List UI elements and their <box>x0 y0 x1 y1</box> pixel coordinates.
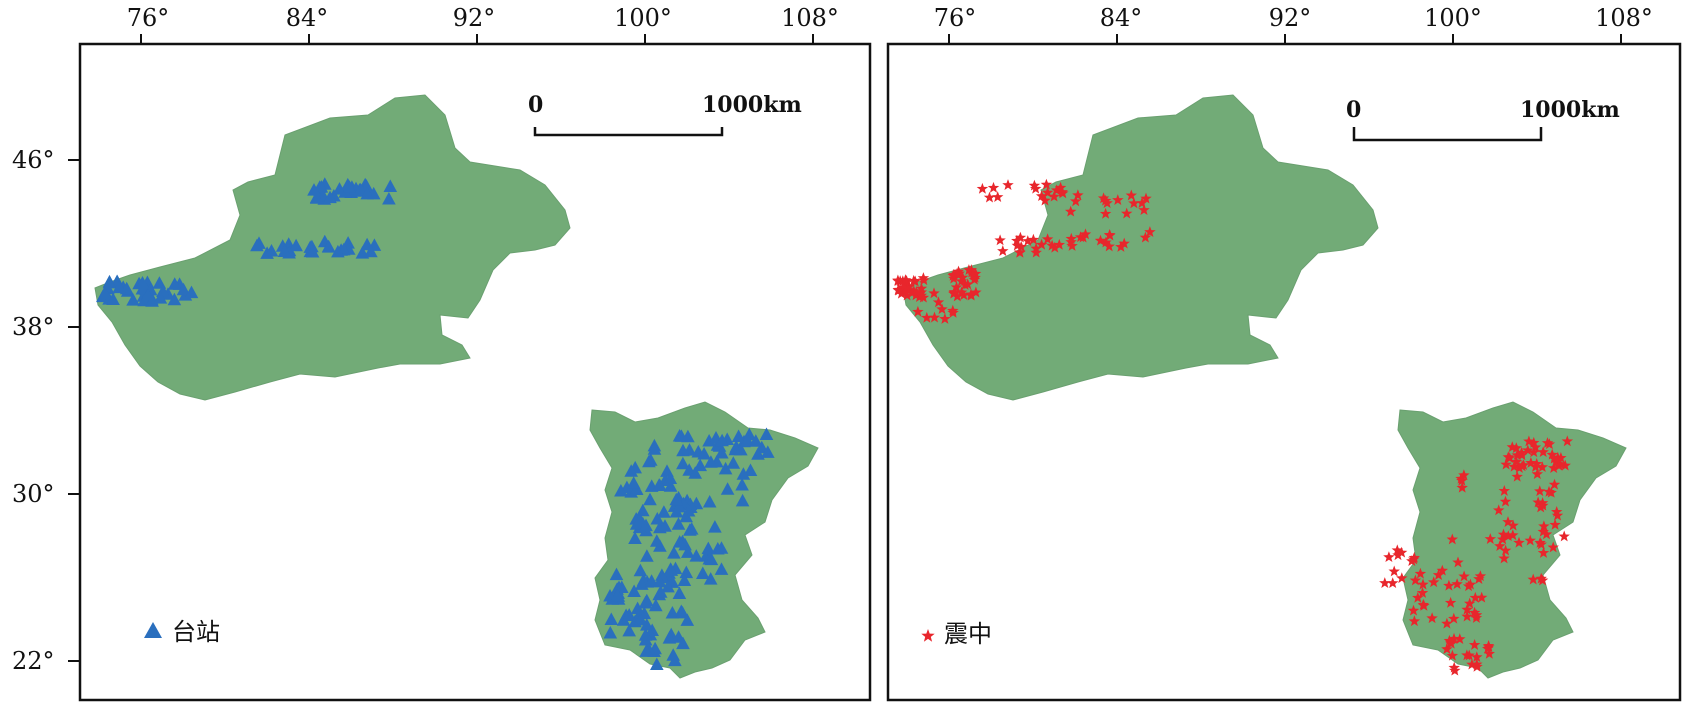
star-icon <box>921 629 935 642</box>
lat-tick-38: 38° <box>12 313 55 341</box>
legend-label-stations: 台站 <box>172 618 220 646</box>
longitude-tick-labels: 76° 84° 92° 100° 108° 76° 84° 92° 100° 1… <box>127 4 1653 32</box>
lon-tick-right-84: 84° <box>1100 4 1143 32</box>
lon-tick-right-108: 108° <box>1595 4 1653 32</box>
panel-frame-right <box>886 42 1682 702</box>
lon-tick-right-76: 76° <box>934 4 977 32</box>
epicenter-marker <box>1002 179 1014 190</box>
lon-tick-left-100: 100° <box>614 4 672 32</box>
epicenter-marker <box>976 182 989 194</box>
scale-end-label-left: 1000km <box>702 92 802 118</box>
scale-start-label-left: 0 <box>528 92 543 118</box>
scale-start-label-right: 0 <box>1346 97 1361 123</box>
legend-epicenters: 震中 <box>921 620 992 648</box>
lat-tick-30: 30° <box>12 480 55 508</box>
lon-tick-left-92: 92° <box>453 4 496 32</box>
lon-tick-right-92: 92° <box>1269 4 1312 32</box>
latitude-tick-labels: 46° 38° 30° 22° <box>12 146 55 675</box>
epicenter-marker <box>1388 565 1400 577</box>
tick-marks <box>68 34 1622 662</box>
lon-tick-left-108: 108° <box>781 4 839 32</box>
epicenter-marker <box>1383 551 1395 563</box>
lon-tick-right-100: 100° <box>1424 4 1482 32</box>
epicenter-marker <box>994 234 1006 246</box>
panel-epicenters: 0 1000km 震中 <box>886 42 1682 702</box>
scale-bar-line-left <box>533 127 724 137</box>
lat-tick-22: 22° <box>12 647 55 675</box>
lon-tick-left-76: 76° <box>127 4 170 32</box>
epicenter-marker <box>1379 577 1391 588</box>
epicenter-marker <box>987 181 1000 193</box>
legend-label-epicenters: 震中 <box>944 620 992 648</box>
legend-stations: 台站 <box>144 618 220 646</box>
region-xinjiang-right <box>902 94 1379 401</box>
panel-frame-left <box>78 42 872 702</box>
lon-tick-left-84: 84° <box>286 4 329 32</box>
scale-bar-right: 0 1000km <box>1346 97 1620 142</box>
epicenter-marker <box>997 245 1009 256</box>
triangle-icon <box>144 622 162 638</box>
lat-tick-46: 46° <box>12 146 55 174</box>
scale-bar-left: 0 1000km <box>528 92 802 137</box>
epicenter-marker <box>1558 530 1570 542</box>
scale-end-label-right: 1000km <box>1520 97 1620 123</box>
scale-bar-line-right <box>1352 127 1543 142</box>
panel-stations: 0 1000km 台站 <box>78 42 872 702</box>
